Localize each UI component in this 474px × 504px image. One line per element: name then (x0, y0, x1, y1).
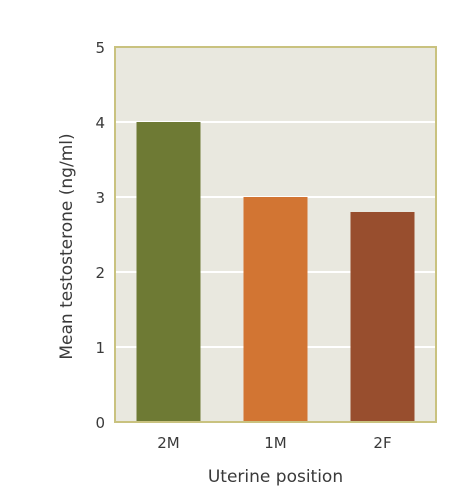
x-tick-labels: 2M 1M 2F (157, 434, 391, 452)
x-tick-label: 2F (373, 434, 391, 452)
bar-2m (136, 122, 201, 422)
y-tick-label: 1 (95, 339, 105, 357)
plot-frame (114, 46, 437, 423)
y-axis-title: Mean testosterone (ng/ml) (57, 133, 77, 359)
bar-2f (350, 212, 415, 422)
y-tick-labels: 0 1 2 3 4 5 (95, 39, 105, 432)
bar-1m (243, 197, 308, 422)
y-tick-label: 4 (95, 114, 105, 132)
x-tick-label: 2M (157, 434, 180, 452)
y-tick-label: 5 (95, 39, 105, 57)
y-tick-label: 2 (95, 264, 105, 282)
y-tick-label: 0 (95, 414, 105, 432)
bars (136, 122, 415, 422)
x-axis-title: Uterine position (208, 467, 343, 487)
x-tick-label: 1M (264, 434, 287, 452)
y-tick-label: 3 (95, 189, 105, 207)
